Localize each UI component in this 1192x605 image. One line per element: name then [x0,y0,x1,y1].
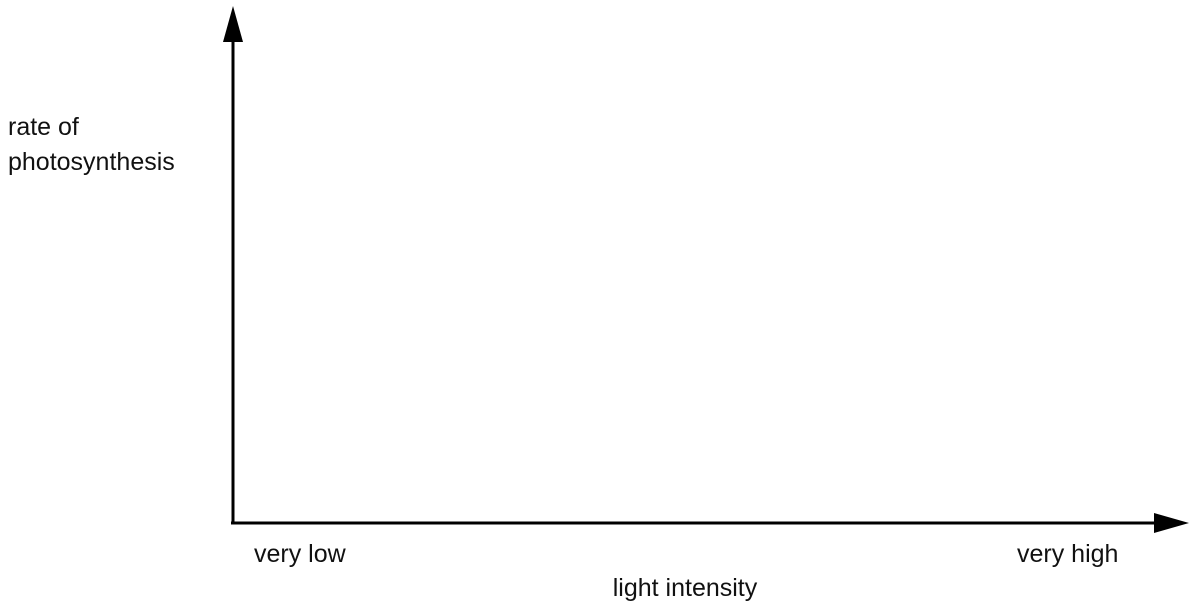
y-axis-label-line-2: photosynthesis [8,148,175,176]
x-tick-label-very-high: very high [1017,540,1118,568]
x-axis-arrowhead [1154,513,1189,533]
x-tick-label-very-low: very low [254,540,347,568]
y-axis-label-line-1: rate of [8,113,79,141]
y-axis-arrowhead [223,6,243,42]
x-axis-label: light intensity [613,574,758,602]
